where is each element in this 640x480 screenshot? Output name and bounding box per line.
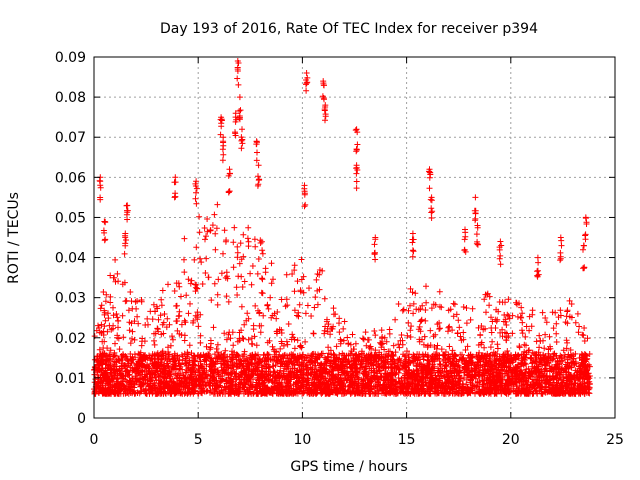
y-tick-labels: 0 0.01 0.02 0.03 0.04 0.05 0.06 0.07 0.08 0.09 [55,50,86,427]
y-tick-label: 0.05 [55,210,86,226]
chart-title: Day 193 of 2016, Rate Of TEC Index for r… [160,21,538,37]
y-tick-label: 0 [77,411,86,427]
data-points [91,58,593,397]
x-tick-label: 5 [194,432,203,448]
x-tick-label: 15 [398,432,416,448]
x-tick-label: 0 [90,432,99,448]
x-tick-labels: 0 5 10 15 20 25 [90,432,624,448]
y-tick-label: 0.08 [55,90,86,106]
y-axis-label: ROTI / TECUs [6,192,22,284]
x-tick-label: 25 [606,432,624,448]
plot-frame [93,56,616,419]
x-tick-label: 10 [293,432,311,448]
data-point-markers [91,58,593,397]
y-tick-label: 0.03 [55,291,86,307]
y-tick-label: 0.07 [55,130,86,146]
axis-ticks [93,56,616,419]
y-tick-label: 0.04 [55,251,86,267]
y-tick-label: 0.06 [55,170,86,186]
y-tick-label: 0.01 [55,371,86,387]
y-tick-label: 0.02 [55,331,86,347]
y-tick-label: 0.09 [55,50,86,66]
x-tick-label: 20 [502,432,520,448]
x-axis-label: GPS time / hours [290,459,407,475]
